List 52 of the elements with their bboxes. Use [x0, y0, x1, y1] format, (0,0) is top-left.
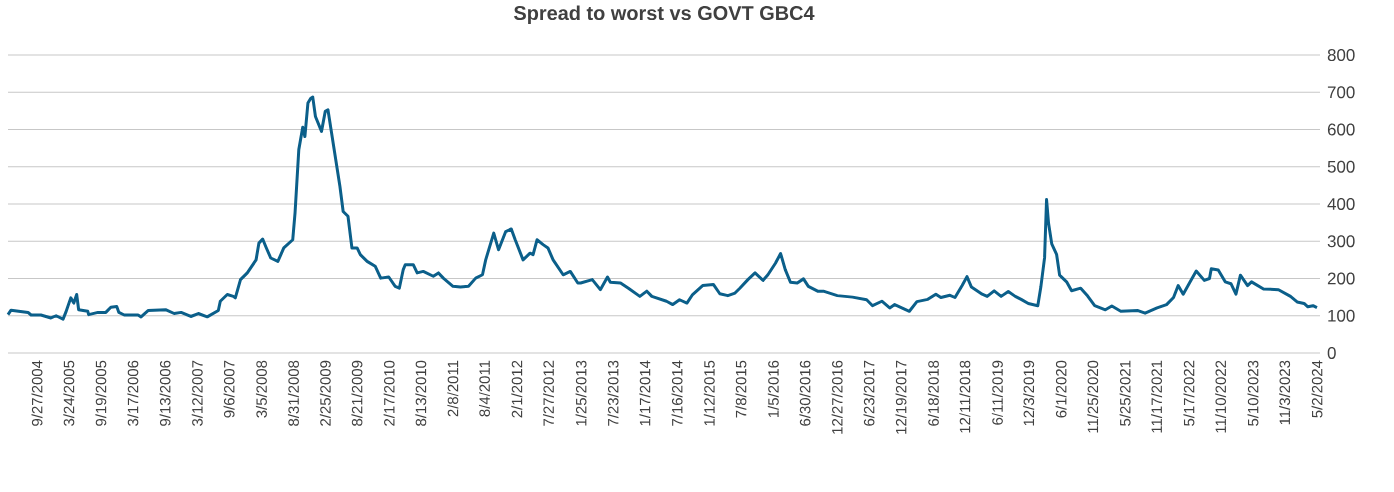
x-tick-label: 8/31/2008: [287, 360, 299, 426]
x-tick-label: 3/12/2007: [191, 360, 203, 426]
x-tick-label: 2/1/2012: [511, 360, 523, 418]
x-tick-label: 12/27/2016: [831, 360, 843, 434]
y-tick-label: 400: [1327, 198, 1355, 210]
x-tick-label: 11/3/2023: [1279, 360, 1291, 425]
x-tick-label: 5/17/2022: [1183, 360, 1195, 426]
x-tick-label: 6/30/2016: [799, 360, 811, 426]
x-tick-label: 3/17/2006: [127, 360, 139, 426]
x-tick-label: 7/8/2015: [735, 360, 747, 418]
x-tick-label: 9/6/2007: [223, 360, 235, 418]
x-tick-label: 2/25/2009: [319, 360, 331, 426]
y-tick-label: 0: [1327, 347, 1336, 359]
x-tick-label: 2/17/2010: [383, 360, 395, 426]
y-tick-label: 200: [1327, 272, 1355, 285]
x-tick-label: 12/11/2018: [959, 360, 971, 433]
x-tick-label: 6/11/2019: [991, 360, 1003, 425]
x-tick-label: 7/27/2012: [543, 360, 554, 426]
x-tick-label: 11/25/2020: [1087, 360, 1099, 433]
x-tick-label: 12/3/2019: [1023, 360, 1035, 426]
x-tick-label: 12/19/2017: [895, 360, 907, 434]
x-tick-label: 5/2/2024: [1311, 360, 1323, 418]
x-tick-label: 8/13/2010: [415, 360, 427, 426]
x-tick-label: 9/19/2005: [95, 360, 107, 426]
x-tick-label: 7/23/2013: [607, 360, 619, 426]
x-tick-label: 7/16/2014: [671, 360, 683, 426]
x-tick-label: 5/25/2021: [1119, 360, 1131, 426]
line-series: [6, 95, 1319, 321]
x-tick-label: 1/25/2013: [575, 360, 587, 426]
x-tick-label: 11/17/2021: [1151, 360, 1163, 433]
y-tick-label: 300: [1327, 235, 1355, 248]
x-tick-label: 1/5/2016: [767, 360, 779, 418]
x-tick-label: 1/12/2015: [703, 360, 715, 426]
x-tick-label: 3/24/2005: [63, 360, 75, 426]
x-tick-label: 3/5/2008: [255, 360, 267, 418]
x-tick-label: 9/27/2004: [31, 360, 43, 426]
y-tick-label: 800: [1327, 49, 1355, 61]
x-tick-label: 8/4/2011: [478, 360, 490, 417]
x-tick-label: 1/17/2014: [639, 360, 651, 426]
x-tick-label: 8/21/2009: [351, 360, 363, 426]
y-tick-label: 700: [1327, 86, 1355, 99]
x-tick-label: 6/1/2020: [1055, 360, 1067, 418]
x-tick-label: 5/10/2023: [1247, 360, 1259, 426]
y-tick-label: 600: [1327, 123, 1355, 136]
x-tick-label: 2/8/2011: [447, 360, 459, 417]
x-tick-label: 9/13/2006: [159, 360, 171, 426]
y-tick-label: 100: [1328, 309, 1355, 322]
x-tick-label: 11/10/2022: [1215, 360, 1227, 433]
y-tick-label: 500: [1327, 160, 1355, 173]
x-tick-label: 6/23/2017: [863, 360, 875, 426]
x-tick-label: 6/18/2018: [927, 360, 939, 426]
chart-title: Spread to worst vs GOVT GBC4: [513, 5, 815, 25]
